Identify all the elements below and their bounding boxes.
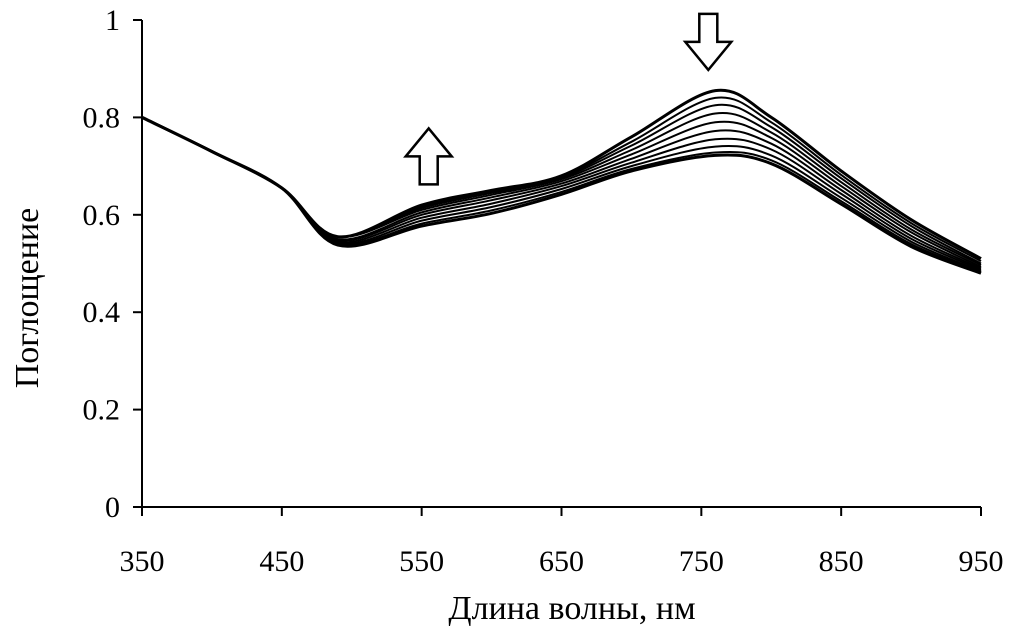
y-tick-label: 0.6: [83, 199, 121, 232]
x-tick-label: 550: [399, 545, 444, 578]
x-tick-label: 450: [259, 545, 304, 578]
arrow-down-icon: [682, 12, 734, 72]
y-tick-label: 0: [105, 491, 120, 524]
arrow-up-icon: [403, 126, 455, 186]
spectrum-line: [141, 88, 982, 260]
y-axis-ticks: 0 0.2 0.4 0.6 0.8 1: [83, 4, 142, 524]
y-tick-label: 0.2: [83, 394, 121, 427]
x-tick-label: 950: [959, 545, 1004, 578]
y-axis-title: Поглощение: [9, 208, 46, 389]
x-tick-label: 850: [819, 545, 864, 578]
x-tick-label: 750: [679, 545, 724, 578]
x-axis-title: Длина волны, нм: [448, 590, 695, 627]
annotations: [403, 12, 734, 186]
x-axis-ticks: 350 450 550 650 750 850 950: [120, 507, 1004, 578]
y-tick-label: 0.8: [83, 101, 121, 134]
spectrum-line: [141, 116, 982, 275]
x-tick-label: 350: [120, 545, 165, 578]
plot-lines: [141, 88, 982, 275]
y-tick-label: 1: [105, 4, 120, 37]
x-tick-label: 650: [539, 545, 584, 578]
y-tick-label: 0.4: [83, 296, 121, 329]
